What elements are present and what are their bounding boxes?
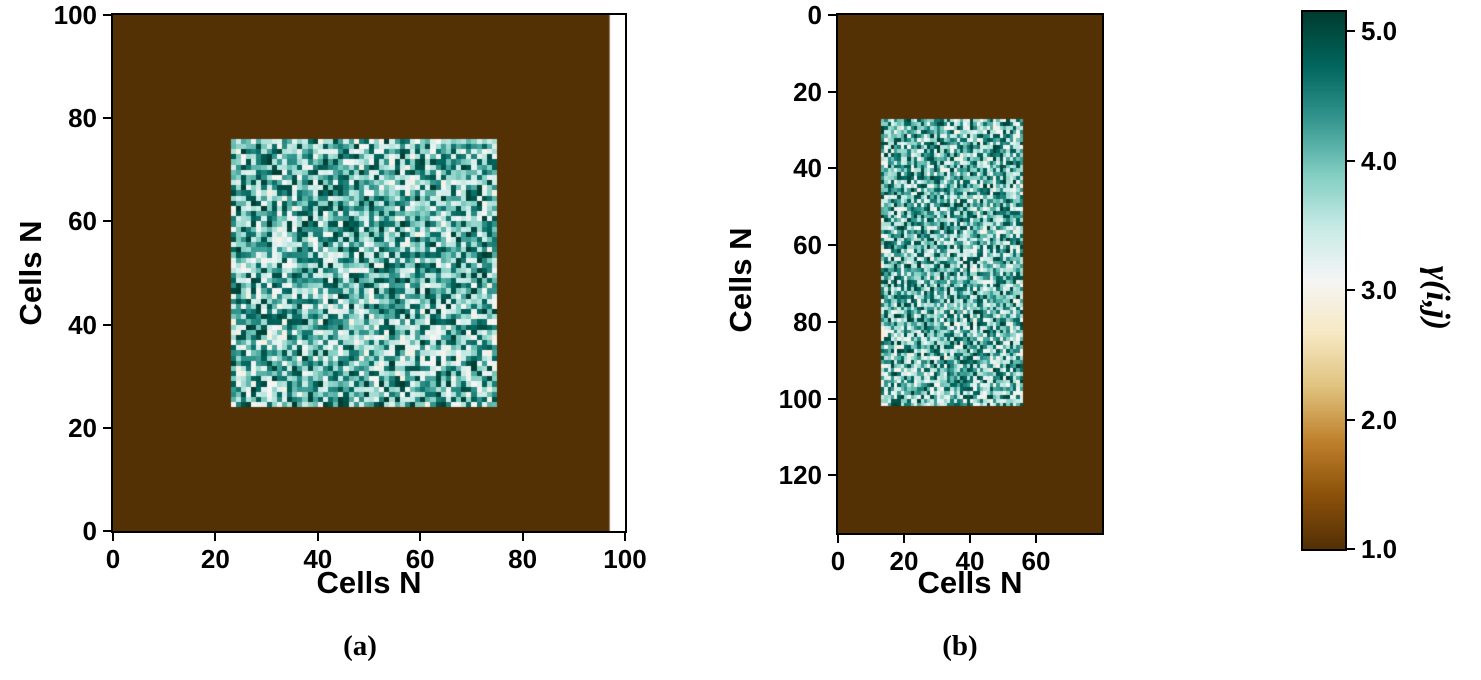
x-tick-mark	[521, 533, 524, 541]
colorbar-tick-mark	[1347, 159, 1355, 162]
x-tick-mark	[837, 535, 839, 543]
panel-a-caption: (a)	[343, 630, 377, 662]
x-tick-mark	[1035, 535, 1037, 543]
colorbar	[1301, 10, 1347, 551]
colorbar-tick-label: 2.0	[1361, 404, 1398, 435]
x-tick-label: 0	[830, 546, 846, 576]
x-tick-label: 20	[200, 544, 230, 574]
panel-a-xlabel: Cells N	[316, 565, 422, 600]
colorbar-tick-label: 4.0	[1361, 145, 1398, 176]
x-tick-mark	[316, 533, 319, 541]
y-tick-mark	[828, 167, 836, 170]
x-tick-mark	[624, 533, 626, 541]
x-tick-label: 80	[508, 544, 538, 574]
colorbar-tick-mark	[1347, 418, 1355, 421]
colorbar-tick-mark	[1347, 548, 1355, 550]
colorbar-tick-mark	[1347, 289, 1355, 292]
x-tick-label: 60	[1021, 546, 1051, 576]
y-tick-mark	[103, 426, 111, 429]
heatmap-panel-b	[836, 13, 1104, 535]
y-tick-label: 40	[68, 309, 97, 340]
y-tick-label: 80	[793, 306, 822, 337]
heatmap-panel-a	[111, 13, 627, 533]
x-tick-label: 20	[889, 546, 919, 576]
y-tick-mark	[103, 117, 111, 120]
y-tick-label: 100	[53, 0, 97, 30]
y-tick-mark	[828, 90, 836, 93]
x-tick-label: 100	[603, 544, 647, 574]
x-tick-mark	[112, 533, 114, 541]
x-tick-mark	[969, 535, 971, 543]
y-tick-label: 60	[793, 230, 822, 261]
y-tick-label: 100	[778, 383, 822, 414]
x-tick-mark	[419, 533, 422, 541]
y-tick-mark	[828, 244, 836, 247]
y-tick-mark	[828, 14, 836, 16]
y-tick-mark	[103, 14, 111, 16]
y-tick-label: 0	[82, 516, 97, 546]
colorbar-tick-label: 3.0	[1361, 275, 1398, 306]
y-tick-mark	[828, 474, 836, 477]
y-tick-mark	[103, 323, 111, 326]
x-tick-label: 60	[405, 544, 435, 574]
y-tick-label: 0	[807, 0, 822, 30]
x-tick-label: 40	[955, 546, 985, 576]
y-tick-mark	[828, 397, 836, 400]
colorbar-tick-mark	[1347, 30, 1355, 33]
heatmap-b-canvas	[838, 15, 1102, 533]
heatmap-a-canvas	[113, 15, 625, 531]
y-tick-mark	[103, 220, 111, 223]
y-tick-label: 20	[68, 412, 97, 443]
x-tick-mark	[903, 535, 905, 543]
colorbar-tick-label: 5.0	[1361, 16, 1398, 47]
y-tick-mark	[828, 320, 836, 323]
x-tick-label: 0	[105, 544, 121, 574]
y-tick-label: 40	[793, 153, 822, 184]
y-tick-label: 60	[68, 206, 97, 237]
y-tick-label: 120	[778, 460, 822, 491]
colorbar-tick-label: 1.0	[1361, 534, 1398, 564]
colorbar-canvas	[1303, 12, 1345, 549]
y-tick-label: 20	[793, 76, 822, 107]
x-tick-label: 40	[303, 544, 333, 574]
panel-b-caption: (b)	[942, 630, 978, 662]
x-tick-mark	[214, 533, 217, 541]
y-tick-label: 80	[68, 103, 97, 134]
panel-a-ylabel: Cells N	[13, 220, 48, 326]
panel-b-xlabel: Cells N	[917, 565, 1023, 600]
y-tick-mark	[103, 530, 111, 532]
